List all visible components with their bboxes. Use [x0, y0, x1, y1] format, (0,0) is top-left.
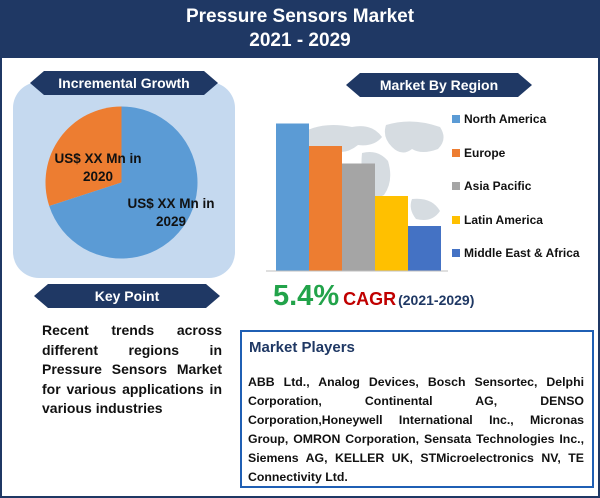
pie-slice-2020: [45, 106, 122, 206]
market-players-box: Market Players ABB Ltd., Analog Devices,…: [240, 330, 594, 488]
legend-swatch: [452, 148, 460, 157]
bar-latin-america: [375, 196, 408, 271]
pie-slice-2029: [49, 106, 198, 259]
legend-label: North America: [464, 112, 547, 126]
cagr-value: 5.4%: [273, 280, 340, 312]
bar-europe: [309, 146, 342, 271]
legend-label: Europe: [464, 145, 506, 160]
legend-label: Middle East & Africa: [464, 246, 580, 260]
bar-middle-east-africa: [408, 226, 441, 271]
incremental-growth-banner: Incremental Growth: [30, 71, 218, 95]
bar-series: [276, 123, 441, 271]
cagr-years: (2021-2029): [398, 292, 475, 308]
title-line-2: 2021 - 2029: [249, 30, 351, 51]
bar-chart-svg: [266, 121, 448, 272]
legend-swatch: [452, 182, 460, 190]
bar-north-america: [276, 123, 309, 271]
title-line-1: Pressure Sensors Market: [185, 6, 415, 27]
cagr-display: 5.4% CAGR (2021-2029): [273, 280, 474, 313]
legend-label: Asia Pacific: [464, 179, 532, 193]
key-point-banner: Key Point: [34, 284, 220, 308]
legend-swatch: [452, 249, 460, 257]
legend-label: Latin America: [464, 212, 543, 227]
key-point-text: Recent trends across different regions i…: [42, 322, 222, 416]
pie-label-2029: US$ XX Mn in 2029: [127, 196, 215, 229]
legend-swatch: [452, 115, 460, 123]
cagr-label: CAGR: [343, 289, 397, 309]
bar-asia-pacific: [342, 163, 375, 271]
market-players-text: ABB Ltd., Analog Devices, Bosch Sensorte…: [248, 375, 584, 484]
legend-swatch: [452, 215, 460, 224]
pie-label-2020: US$ XX Mn in 2020: [54, 151, 142, 184]
market-by-region-banner: Market By Region: [346, 73, 532, 97]
pie-chart: [45, 106, 198, 259]
region-bar-chart: [262, 103, 452, 273]
market-players-heading: Market Players: [249, 339, 355, 356]
incremental-growth-pie: [44, 105, 199, 260]
title-bar: Pressure Sensors Market 2021 - 2029: [0, 0, 600, 58]
